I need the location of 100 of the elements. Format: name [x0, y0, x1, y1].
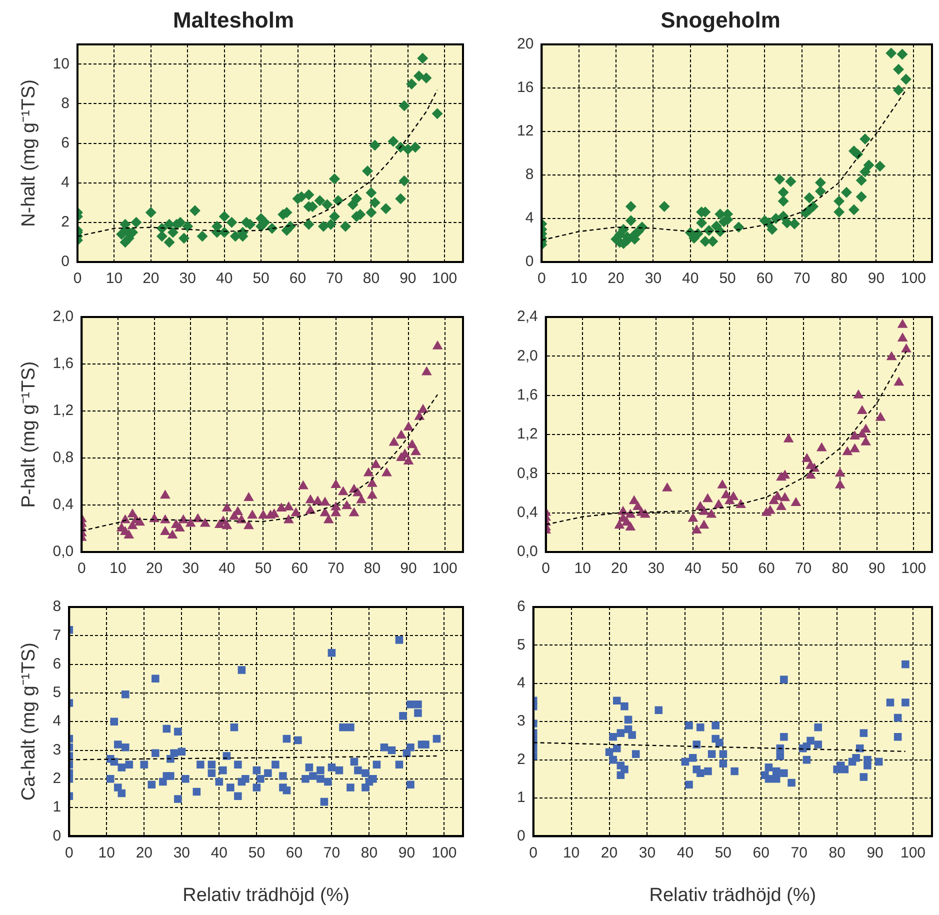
- point: [783, 433, 794, 442]
- y-tick-label: 0: [52, 827, 62, 844]
- x-tick-label: 100: [900, 270, 926, 288]
- point: [640, 508, 650, 518]
- x-tick-label: 30: [638, 844, 656, 862]
- x-tick-label: 70: [794, 270, 810, 288]
- y-axis-title: P-halt (mg g⁻¹TS): [18, 361, 40, 508]
- point: [780, 492, 790, 502]
- point: [860, 436, 871, 446]
- x-tick-label: 60: [291, 560, 308, 578]
- x-tick-label: 70: [323, 844, 340, 862]
- x-tick-label: 40: [216, 270, 233, 288]
- x-tick-label: 20: [600, 844, 618, 862]
- y-tick-label: 2: [517, 750, 526, 768]
- point: [850, 430, 860, 440]
- x-tick-label: 50: [252, 270, 270, 288]
- y-tick-label: 1,2: [516, 426, 538, 443]
- point: [897, 332, 908, 342]
- point: [842, 446, 853, 456]
- point: [894, 376, 904, 386]
- y-tick-label: 1,6: [516, 386, 538, 404]
- x-tick-label: 100: [901, 560, 926, 578]
- x-tick-label: 20: [146, 560, 163, 578]
- y-tick-label: 10: [52, 55, 70, 72]
- x-tick-label: 80: [830, 270, 848, 288]
- point: [875, 412, 886, 421]
- x-tick-label: 10: [574, 560, 591, 578]
- x-tick-label: 100: [432, 560, 458, 578]
- y-tick-label: 6: [517, 598, 526, 616]
- x-tick-label: 90: [868, 270, 885, 288]
- y-tick-label: 1: [517, 789, 526, 806]
- point: [714, 499, 724, 508]
- x-tick-label: 80: [362, 270, 380, 288]
- x-tick-label: 60: [756, 270, 774, 288]
- x-tick-label: 10: [110, 560, 126, 578]
- x-tick-label: 20: [611, 560, 628, 578]
- point: [901, 343, 912, 352]
- point: [850, 443, 860, 452]
- y-tick-label: 0,8: [516, 464, 538, 482]
- x-tick-label: 10: [98, 844, 115, 862]
- y-tick-label: 0: [517, 827, 526, 844]
- point: [897, 318, 908, 328]
- y-tick-label: 12: [516, 122, 534, 140]
- y-tick-label: 2: [61, 214, 70, 231]
- x-axis-title: Relativ trädhöjd (%): [182, 884, 350, 906]
- y-tick-label: 6: [52, 655, 62, 672]
- point: [736, 499, 746, 508]
- chart-title: Maltesholm: [172, 7, 294, 32]
- x-tick-label: 90: [398, 844, 416, 862]
- y-tick-label: 4: [517, 674, 526, 692]
- x-tick-label: 100: [900, 844, 926, 862]
- chart-title: Snogeholm: [660, 7, 780, 32]
- y-tick-label: 4: [525, 210, 534, 227]
- x-tick-label: 30: [182, 560, 199, 578]
- x-tick-label: 30: [648, 560, 665, 578]
- y-tick-label: 8: [525, 166, 534, 184]
- point: [802, 452, 812, 462]
- y-tick-label: 0,4: [516, 504, 538, 521]
- y-tick-label: 0,8: [52, 449, 74, 466]
- point: [886, 351, 897, 360]
- point: [688, 512, 698, 522]
- y-tick-label: 2: [52, 770, 62, 788]
- x-tick-label: 80: [360, 844, 378, 862]
- y-axis-title: N-halt (mg g⁻¹TS): [18, 79, 40, 227]
- y-tick-label: 8: [61, 94, 70, 112]
- x-tick-label: 60: [286, 844, 303, 862]
- x-tick-label: 40: [210, 844, 228, 862]
- x-tick-label: 60: [758, 560, 775, 578]
- x-tick-label: 30: [644, 270, 662, 288]
- y-tick-label: 3: [52, 741, 62, 758]
- point: [698, 506, 710, 515]
- x-tick-label: 40: [682, 270, 699, 288]
- y-tick-label: 2,0: [52, 308, 74, 326]
- point: [853, 389, 864, 398]
- y-tick-label: 0,0: [52, 543, 74, 560]
- x-tick-label: 40: [676, 844, 694, 862]
- x-tick-label: 20: [136, 844, 153, 862]
- y-tick-label: 0: [61, 253, 70, 270]
- y-tick-label: 1: [52, 798, 62, 816]
- x-tick-label: 80: [832, 560, 848, 578]
- y-tick-label: 0,0: [516, 543, 538, 560]
- point: [816, 442, 827, 452]
- x-tick-label: 70: [326, 270, 343, 288]
- y-tick-label: 1,6: [52, 355, 74, 372]
- x-tick-label: 50: [714, 844, 732, 862]
- x-tick-label: 70: [328, 560, 344, 578]
- x-tick-label: 50: [254, 560, 272, 578]
- point: [790, 497, 802, 506]
- x-tick-label: 60: [752, 844, 770, 862]
- point: [706, 508, 717, 518]
- x-tick-label: 20: [608, 270, 624, 288]
- y-tick-label: 1,2: [52, 402, 74, 420]
- point: [834, 468, 846, 477]
- x-tick-label: 0: [77, 560, 86, 578]
- x-tick-label: 50: [721, 560, 738, 578]
- y-tick-label: 8: [52, 598, 62, 616]
- point: [625, 522, 636, 531]
- y-axis-title: Ca-halt (mg g⁻¹TS): [18, 642, 40, 801]
- point: [776, 500, 786, 510]
- point: [856, 405, 868, 414]
